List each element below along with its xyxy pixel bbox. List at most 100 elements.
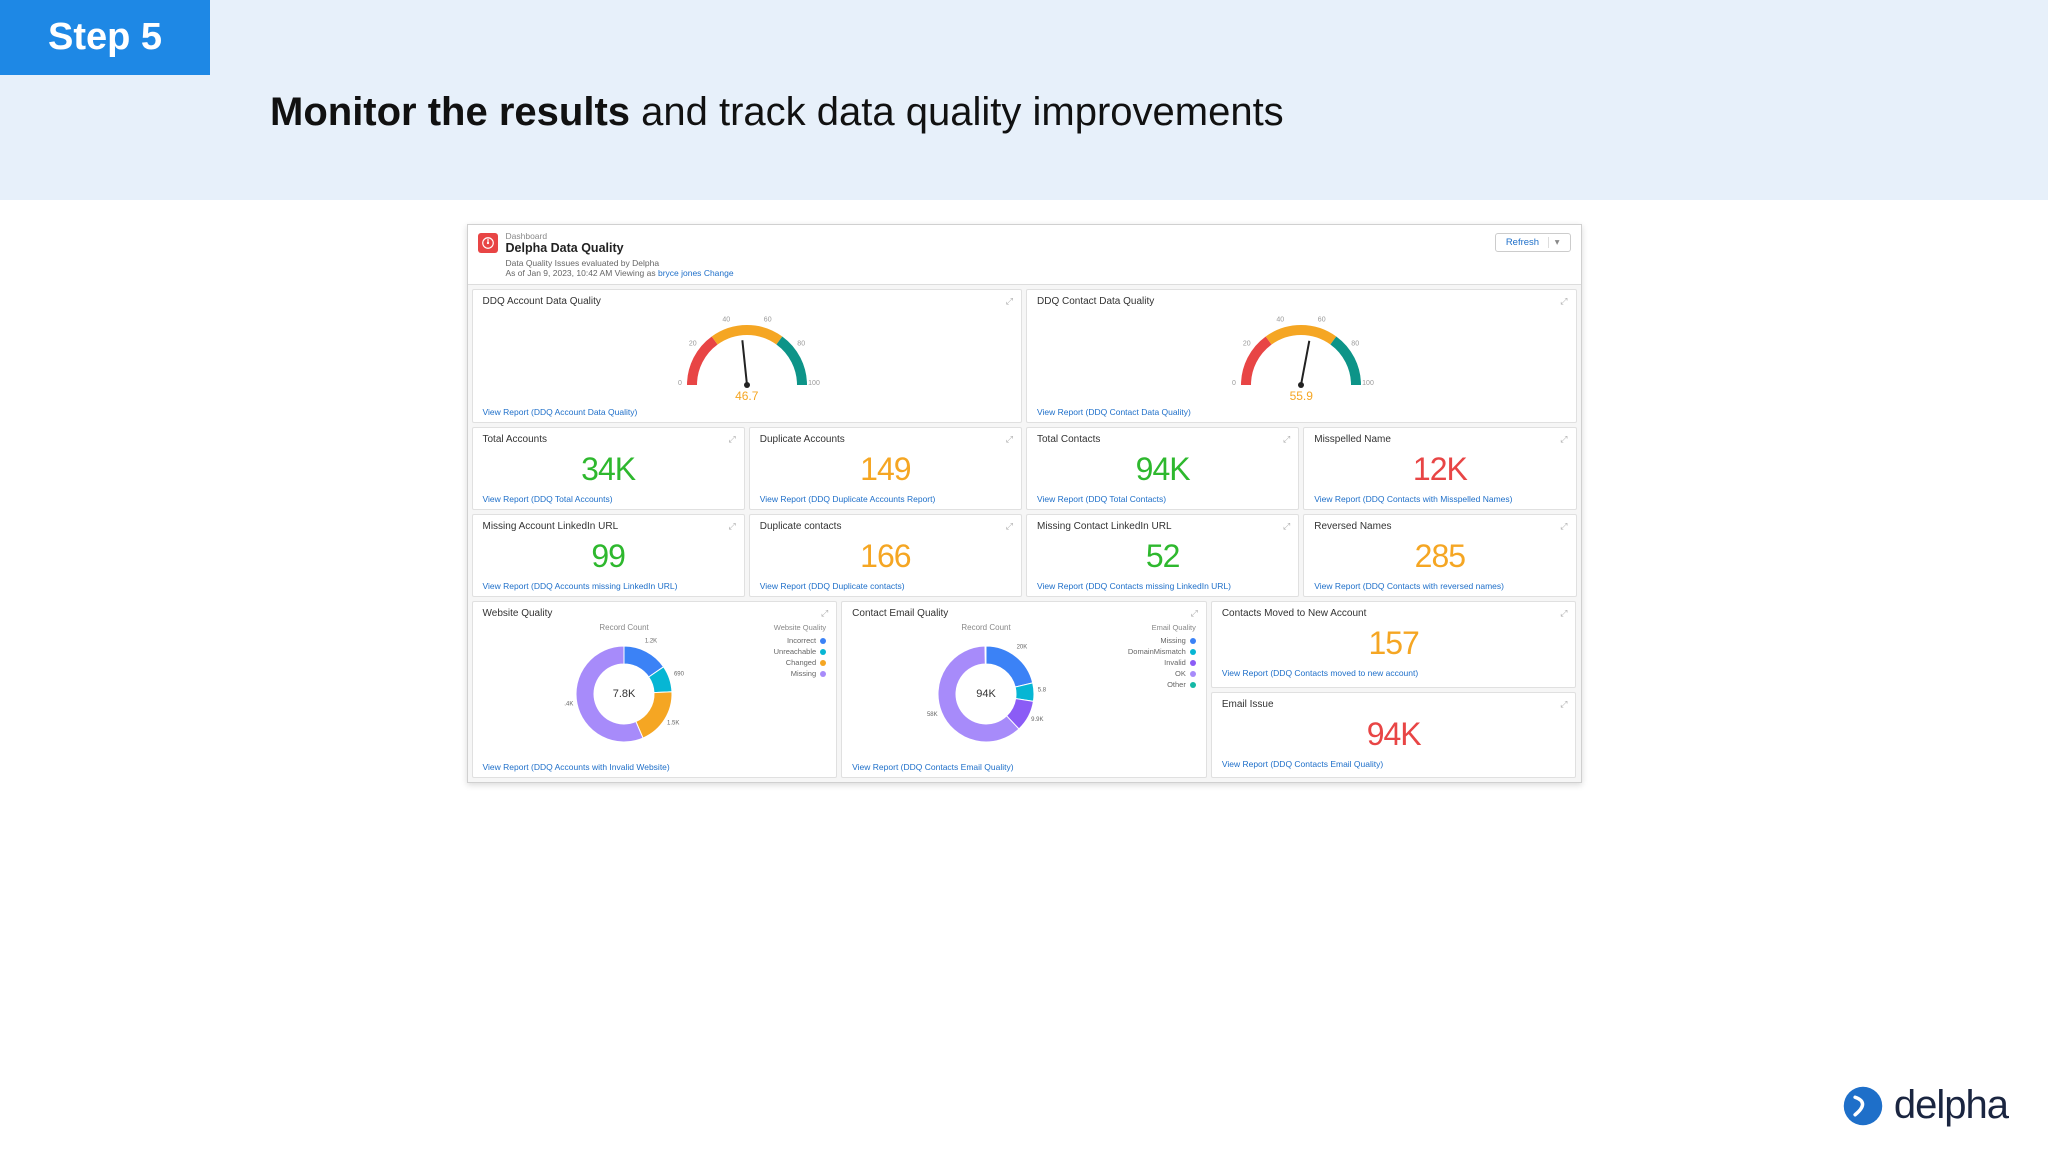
legend-item: Incorrect: [774, 636, 827, 645]
legend-item: DomainMismatch: [1128, 647, 1196, 656]
expand-icon[interactable]: ⤢: [1006, 434, 1013, 445]
donut-card-website: Website Quality ⤢ Record Count 1.2K6901.…: [472, 601, 838, 778]
view-report-link[interactable]: View Report (DDQ Duplicate contacts): [760, 581, 905, 591]
expand-icon[interactable]: ⤢: [1560, 521, 1567, 532]
svg-text:20: 20: [1243, 341, 1251, 348]
view-report-link[interactable]: View Report (DDQ Contacts missing Linked…: [1037, 581, 1231, 591]
brand-logo: delpha: [1842, 1083, 2008, 1128]
dashboard-asof: As of Jan 9, 2023, 10:42 AM Viewing as b…: [506, 268, 734, 278]
svg-text:4.4K: 4.4K: [564, 702, 573, 708]
view-report-link[interactable]: View Report (DDQ Contacts Email Quality): [1222, 759, 1383, 769]
expand-icon[interactable]: ⤢: [729, 434, 736, 445]
dashboard-header: Dashboard Delpha Data Quality Data Quali…: [468, 225, 1581, 285]
kpi-value: 99: [483, 532, 734, 577]
gauge-value-contact: 55.9: [1037, 389, 1566, 403]
legend-item: OK: [1128, 669, 1196, 678]
brand-name: delpha: [1894, 1083, 2008, 1128]
svg-text:80: 80: [1352, 341, 1360, 348]
expand-icon[interactable]: ⤢: [1560, 608, 1567, 619]
viewing-as-name[interactable]: bryce jones: [658, 268, 701, 278]
kpi-card: Total Contacts ⤢ 94K View Report (DDQ To…: [1026, 427, 1299, 510]
expand-icon[interactable]: ⤢: [1191, 608, 1198, 619]
kpi-value: 52: [1037, 532, 1288, 577]
expand-icon[interactable]: ⤢: [1006, 521, 1013, 532]
view-report-link[interactable]: View Report (DDQ Accounts with Invalid W…: [483, 762, 670, 772]
headline-rest: and track data quality improvements: [630, 90, 1284, 134]
kpi-card: Misspelled Name ⤢ 12K View Report (DDQ C…: [1303, 427, 1576, 510]
view-report-link[interactable]: View Report (DDQ Contacts Email Quality): [852, 762, 1013, 772]
view-report-link[interactable]: View Report (DDQ Account Data Quality): [483, 407, 638, 417]
kpi-value: 12K: [1314, 445, 1565, 490]
svg-text:100: 100: [808, 380, 820, 387]
kpi-value: 285: [1314, 532, 1565, 577]
svg-text:58K: 58K: [927, 712, 938, 718]
expand-icon[interactable]: ⤢: [1283, 521, 1290, 532]
kpi-value: 34K: [483, 445, 734, 490]
expand-icon[interactable]: ⤢: [1560, 296, 1567, 307]
svg-text:0: 0: [1232, 380, 1236, 387]
expand-icon[interactable]: ⤢: [1560, 699, 1567, 710]
legend-item: Changed: [774, 658, 827, 667]
svg-text:100: 100: [1362, 380, 1374, 387]
kpi-value: 149: [760, 445, 1011, 490]
kpi-card: Missing Account LinkedIn URL ⤢ 99 View R…: [472, 514, 745, 597]
legend-item: Invalid: [1128, 658, 1196, 667]
kpi-value: 94K: [1037, 445, 1288, 490]
step-badge: Step 5: [0, 0, 210, 75]
svg-text:60: 60: [1318, 316, 1326, 323]
view-report-link[interactable]: View Report (DDQ Duplicate Accounts Repo…: [760, 494, 936, 504]
dashboard-icon: [478, 233, 498, 253]
top-banner: Step 5 Monitor the results and track dat…: [0, 0, 2048, 200]
change-link[interactable]: Change: [704, 268, 734, 278]
legend-item: Unreachable: [774, 647, 827, 656]
gauge-card-contact: DDQ Contact Data Quality ⤢ 020406080100 …: [1026, 289, 1577, 423]
svg-text:0: 0: [678, 380, 682, 387]
dashboard-label: Dashboard: [506, 231, 734, 241]
chevron-down-icon[interactable]: ▾: [1548, 237, 1560, 248]
dashboard: Dashboard Delpha Data Quality Data Quali…: [467, 224, 1582, 783]
kpi-value: 166: [760, 532, 1011, 577]
svg-text:5.8K: 5.8K: [1038, 688, 1046, 694]
svg-text:40: 40: [1277, 316, 1285, 323]
kpi-value: 94K: [1222, 710, 1566, 755]
svg-text:20K: 20K: [1017, 644, 1028, 650]
svg-text:40: 40: [722, 316, 730, 323]
svg-text:1.2K: 1.2K: [645, 639, 657, 645]
expand-icon[interactable]: ⤢: [729, 521, 736, 532]
kpi-value: 157: [1222, 619, 1566, 664]
view-report-link[interactable]: View Report (DDQ Contacts with reversed …: [1314, 581, 1504, 591]
svg-text:60: 60: [764, 316, 772, 323]
expand-icon[interactable]: ⤢: [1560, 434, 1567, 445]
donut-card-email: Contact Email Quality ⤢ Record Count 20K…: [841, 601, 1207, 778]
view-report-link[interactable]: View Report (DDQ Accounts missing Linked…: [483, 581, 678, 591]
svg-text:690: 690: [674, 671, 684, 677]
kpi-card: Contacts Moved to New Account ⤢ 157 View…: [1211, 601, 1577, 688]
gauge-card-account: DDQ Account Data Quality ⤢ 020406080100 …: [472, 289, 1023, 423]
kpi-card: Reversed Names ⤢ 285 View Report (DDQ Co…: [1303, 514, 1576, 597]
view-report-link[interactable]: View Report (DDQ Contact Data Quality): [1037, 407, 1191, 417]
legend-item: Missing: [774, 669, 827, 678]
svg-text:80: 80: [797, 341, 805, 348]
dashboard-subtitle: Data Quality Issues evaluated by Delpha: [506, 258, 734, 268]
svg-text:9.9K: 9.9K: [1031, 717, 1043, 723]
view-report-link[interactable]: View Report (DDQ Total Accounts): [483, 494, 613, 504]
view-report-link[interactable]: View Report (DDQ Contacts with Misspelle…: [1314, 494, 1512, 504]
headline: Monitor the results and track data quali…: [270, 90, 1284, 135]
view-report-link[interactable]: View Report (DDQ Contacts moved to new a…: [1222, 668, 1418, 678]
view-report-link[interactable]: View Report (DDQ Total Contacts): [1037, 494, 1166, 504]
expand-icon[interactable]: ⤢: [1283, 434, 1290, 445]
expand-icon[interactable]: ⤢: [821, 608, 828, 619]
kpi-card: Duplicate Accounts ⤢ 149 View Report (DD…: [749, 427, 1022, 510]
expand-icon[interactable]: ⤢: [1006, 296, 1013, 307]
svg-text:20: 20: [689, 341, 697, 348]
legend-item: Missing: [1128, 636, 1196, 645]
gauge-value-account: 46.7: [483, 389, 1012, 403]
kpi-card: Duplicate contacts ⤢ 166 View Report (DD…: [749, 514, 1022, 597]
kpi-card: Email Issue ⤢ 94K View Report (DDQ Conta…: [1211, 692, 1577, 779]
legend-item: Other: [1128, 680, 1196, 689]
refresh-button[interactable]: Refresh ▾: [1495, 233, 1571, 252]
dashboard-title: Delpha Data Quality: [506, 241, 734, 255]
kpi-card: Missing Contact LinkedIn URL ⤢ 52 View R…: [1026, 514, 1299, 597]
kpi-card: Total Accounts ⤢ 34K View Report (DDQ To…: [472, 427, 745, 510]
headline-bold: Monitor the results: [270, 90, 630, 134]
